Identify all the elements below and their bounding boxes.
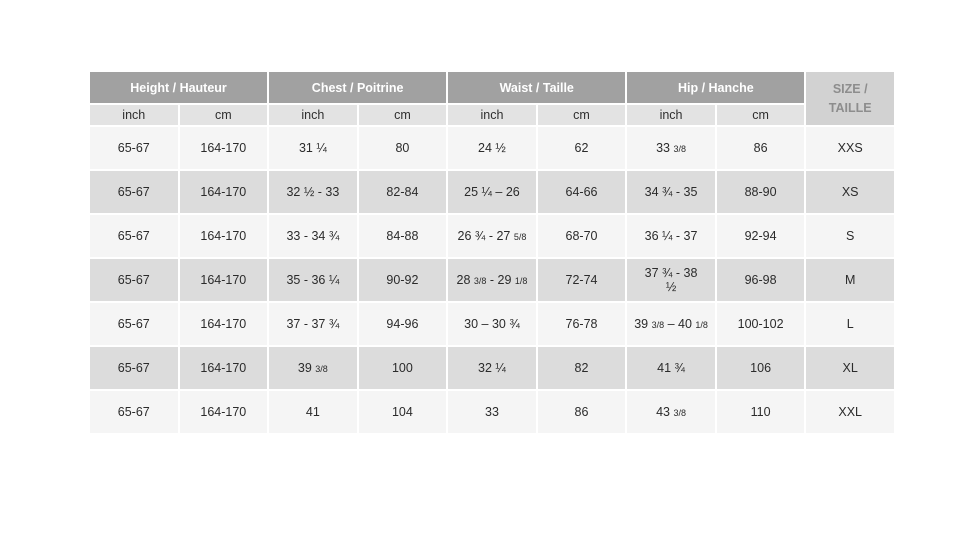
measurement-cell: 86	[537, 391, 626, 433]
measurement-cell: 164-170	[179, 215, 268, 257]
measurement-cell: 110	[716, 391, 805, 433]
subcol-chest-inch: inch	[269, 105, 357, 125]
subcol-waist-cm: cm	[537, 105, 626, 125]
subcol-height-cm: cm	[179, 105, 268, 125]
small-fraction: 1/8	[695, 320, 708, 330]
subcol-waist-inch: inch	[448, 105, 536, 125]
table-row: 65-67 164-170 39 3/8 100 32 ¼ 82 41 ¾ 106 XL	[90, 347, 894, 389]
measurement-cell: 76-78	[537, 303, 626, 345]
measurement-cell: 37 - 37 ¾	[269, 303, 357, 345]
measurement-cell: 65-67	[90, 347, 178, 389]
measurement-cell: 32 ½ - 33	[269, 171, 357, 213]
size-chart-body: 65-67 164-170 31 ¼ 80 24 ½ 62 33 3/8 86 XXS 65-67…	[90, 127, 894, 433]
subcol-hip-cm: cm	[716, 105, 805, 125]
measurement-cell: 36 ¼ - 37	[627, 215, 715, 257]
measurement-cell: 62	[537, 127, 626, 169]
column-group-height: Height / Hauteur	[90, 72, 268, 103]
small-fraction: 3/8	[673, 408, 686, 418]
measurement-cell: 33 3/8	[627, 127, 715, 169]
measurement-cell: 164-170	[179, 127, 268, 169]
size-label-cell: XS	[806, 171, 894, 213]
subcol-hip-inch: inch	[627, 105, 715, 125]
measurement-cell: 34 ¾ - 35	[627, 171, 715, 213]
measurement-cell: 68-70	[537, 215, 626, 257]
measurement-cell: 86	[716, 127, 805, 169]
small-fraction: 3/8	[315, 364, 328, 374]
measurement-cell: 37 ¾ - 38 ½	[627, 259, 715, 301]
table-row: 65-67 164-170 35 - 36 ¼ 90-92 28 3/8 - 29 1/…	[90, 259, 894, 301]
measurement-cell: 65-67	[90, 127, 178, 169]
subcol-height-inch: inch	[90, 105, 178, 125]
size-label-cell: XL	[806, 347, 894, 389]
measurement-cell: 33	[448, 391, 536, 433]
table-row: 65-67 164-170 32 ½ - 33 82-84 25 ¼ – 26 64-66…	[90, 171, 894, 213]
measurement-cell: 64-66	[537, 171, 626, 213]
measurement-cell: 26 ¾ - 27 5/8	[448, 215, 536, 257]
measurement-cell: 164-170	[179, 347, 268, 389]
group-header-row: Height / Hauteur Chest / Poitrine Waist …	[90, 72, 894, 125]
size-label-cell: XXL	[806, 391, 894, 433]
measurement-cell: 84-88	[358, 215, 447, 257]
small-fraction: 5/8	[513, 232, 527, 242]
measurement-cell: 31 ¼	[269, 127, 357, 169]
sub-header-row: inch cm inch cm inch cm inch cm	[90, 105, 894, 125]
measurement-cell: 100-102	[716, 303, 805, 345]
size-chart-table: Height / Hauteur Chest / Poitrine Waist …	[88, 70, 896, 435]
measurement-cell: 30 – 30 ¾	[448, 303, 536, 345]
small-fraction: 3/8	[473, 276, 487, 286]
small-fraction: 1/8	[514, 276, 528, 286]
measurement-cell: 88-90	[716, 171, 805, 213]
measurement-cell: 65-67	[90, 303, 178, 345]
measurement-cell: 33 - 34 ¾	[269, 215, 357, 257]
size-label-cell: L	[806, 303, 894, 345]
measurement-cell: 80	[358, 127, 447, 169]
measurement-cell: 164-170	[179, 391, 268, 433]
measurement-cell: 65-67	[90, 215, 178, 257]
table-row: 65-67 164-170 31 ¼ 80 24 ½ 62 33 3/8 86 XXS	[90, 127, 894, 169]
measurement-cell: 104	[358, 391, 447, 433]
size-label-cell: M	[806, 259, 894, 301]
measurement-cell: 65-67	[90, 259, 178, 301]
subcol-chest-cm: cm	[358, 105, 447, 125]
measurement-cell: 32 ¼	[448, 347, 536, 389]
measurement-cell: 164-170	[179, 303, 268, 345]
small-fraction: 3/8	[673, 144, 686, 154]
measurement-cell: 164-170	[179, 259, 268, 301]
measurement-cell: 41	[269, 391, 357, 433]
column-size-taille: SIZE / TAILLE	[806, 72, 894, 125]
measurement-cell: 43 3/8	[627, 391, 715, 433]
table-row: 65-67 164-170 37 - 37 ¾ 94-96 30 – 30 ¾ 76-78…	[90, 303, 894, 345]
measurement-cell: 25 ¼ – 26	[448, 171, 536, 213]
measurement-cell: 65-67	[90, 171, 178, 213]
small-fraction: 3/8	[651, 320, 665, 330]
column-group-chest: Chest / Poitrine	[269, 72, 447, 103]
measurement-cell: 39 3/8 – 40 1/8	[627, 303, 715, 345]
size-label-cell: XXS	[806, 127, 894, 169]
measurement-cell: 35 - 36 ¼	[269, 259, 357, 301]
measurement-cell: 92-94	[716, 215, 805, 257]
measurement-cell: 39 3/8	[269, 347, 357, 389]
column-group-hip: Hip / Hanche	[627, 72, 805, 103]
measurement-cell: 94-96	[358, 303, 447, 345]
measurement-cell: 106	[716, 347, 805, 389]
measurement-cell: 82	[537, 347, 626, 389]
measurement-cell: 24 ½	[448, 127, 536, 169]
measurement-cell: 72-74	[537, 259, 626, 301]
measurement-cell: 28 3/8 - 29 1/8	[448, 259, 536, 301]
measurement-cell: 100	[358, 347, 447, 389]
measurement-cell: 90-92	[358, 259, 447, 301]
table-row: 65-67 164-170 33 - 34 ¾ 84-88 26 ¾ - 27 5/8 6…	[90, 215, 894, 257]
measurement-cell: 65-67	[90, 391, 178, 433]
measurement-cell: 164-170	[179, 171, 268, 213]
size-label-cell: S	[806, 215, 894, 257]
table-row: 65-67 164-170 41 104 33 86 43 3/8 110 XXL	[90, 391, 894, 433]
measurement-cell: 96-98	[716, 259, 805, 301]
measurement-cell: 41 ¾	[627, 347, 715, 389]
column-group-waist: Waist / Taille	[448, 72, 626, 103]
measurement-cell: 82-84	[358, 171, 447, 213]
